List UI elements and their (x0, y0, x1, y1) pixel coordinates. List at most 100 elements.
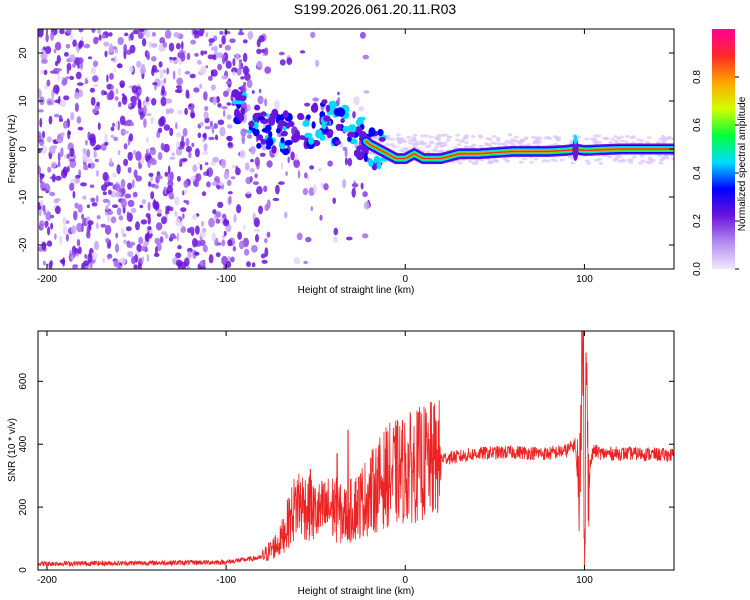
spectrogram-cell (113, 136, 119, 142)
spectrogram-cell (384, 143, 390, 146)
signal-cell (256, 142, 262, 149)
spectrogram-cell (487, 143, 492, 147)
spectrogram-cell (327, 160, 333, 167)
spectrogram-cell (112, 204, 119, 208)
spectrogram-cell (362, 233, 369, 239)
spectrogram-cell (412, 133, 418, 137)
spectrogram-cell (333, 227, 339, 236)
spectrogram-cell (217, 103, 222, 108)
spectrogram-cell (86, 148, 91, 158)
spectrogram-cell (142, 241, 149, 247)
spectrogram-cell (102, 171, 109, 182)
spectrogram-cell (73, 210, 78, 221)
spectrogram-cell (597, 140, 603, 144)
spectrogram-cell (175, 217, 181, 227)
spectrogram-cell (507, 141, 513, 145)
spectrogram-cell (167, 165, 171, 176)
spectrogram-cell (347, 157, 353, 167)
spectrogram-cell (443, 133, 448, 137)
spectrogram-cell (504, 139, 510, 143)
spectrogram-cell (86, 231, 91, 239)
bottom-y-axis-label: SNR (10 * v/v) (7, 418, 18, 482)
spectrogram-cell (107, 215, 111, 223)
colorbar: 0.0 0.2 0.4 0.6 0.8 Normalized spectral ampl… (692, 29, 748, 276)
spectrogram-cell (226, 179, 232, 186)
signal-cell (355, 151, 365, 161)
spectrogram-cell (161, 216, 167, 225)
spectrogram-cell (174, 213, 179, 218)
spectrogram-cell (260, 253, 266, 259)
spectrogram-cell (43, 69, 48, 76)
spectrogram-cell (44, 222, 48, 229)
spectrogram-cell (151, 98, 157, 106)
spectrogram-cell (295, 153, 298, 161)
spectrogram-cell (76, 239, 81, 247)
bottom-x-tick-label: 100 (576, 575, 593, 586)
spectrogram-cell (470, 135, 476, 138)
spectrogram-cell (58, 115, 63, 120)
spectrogram-cell (201, 191, 207, 197)
spectrogram-cell (205, 31, 209, 38)
spectrogram-cell (131, 85, 138, 94)
spectrogram-cell (243, 225, 246, 230)
spectrogram-cell (200, 220, 205, 227)
spectrogram-cell (647, 158, 653, 161)
spectrogram-cell (293, 257, 301, 265)
spectrogram-cell (171, 152, 175, 156)
signal-cell (280, 130, 288, 137)
spectrogram-cell (224, 44, 232, 51)
spectrogram-cell (65, 220, 70, 224)
spectrogram-cell (58, 160, 61, 168)
spectrogram-cell (40, 145, 48, 154)
colorbar-tick-label: 0.0 (692, 262, 703, 276)
spectrogram-cell (89, 261, 93, 269)
spectrogram-cell (128, 103, 132, 108)
spectrogram-cell (137, 32, 144, 39)
spectrogram-cell (110, 216, 117, 224)
spectrogram-cell (67, 165, 70, 173)
spectrogram-cell (570, 161, 576, 165)
spectrogram-cell (639, 139, 645, 143)
spectrogram-cell (108, 182, 114, 186)
spectrogram-cell (667, 136, 673, 140)
spectrogram-cell (374, 137, 380, 141)
spectrogram-cell (55, 175, 62, 181)
spectrogram-cell (436, 150, 442, 154)
spectrogram-cell (177, 146, 185, 150)
signal-cell (340, 118, 345, 124)
spectrogram-cell (61, 168, 68, 179)
spectrogram-cell (164, 29, 172, 39)
spectrogram-cell (50, 31, 54, 41)
spectrogram-cell (53, 84, 60, 94)
top-x-axis-label: Height of straight line (km) (298, 285, 415, 296)
spectrogram-cell (120, 257, 127, 265)
spectrogram-cell (152, 200, 158, 209)
spectrogram-cell (390, 137, 395, 141)
spectrogram-cell (169, 56, 173, 60)
spectrogram-cell (363, 90, 370, 94)
spectrogram-cell (251, 245, 258, 253)
spectrogram-cell (264, 66, 272, 74)
spectrogram-cell (65, 76, 70, 80)
spectrogram-cell (157, 152, 163, 161)
spectrogram-cell (203, 91, 208, 101)
spectrogram-cell (196, 59, 202, 65)
spectrogram-cell (150, 117, 155, 123)
signal-cell (334, 140, 342, 145)
spectrogram-cell (163, 78, 167, 84)
spectrogram-cell (244, 162, 250, 171)
spectrogram-cell (56, 54, 61, 64)
signal-cell (321, 99, 328, 105)
spectrogram-cell (285, 171, 288, 176)
spectrogram-cell (128, 65, 134, 73)
spectrogram-cell (83, 164, 89, 171)
spectrogram-cell (226, 136, 232, 141)
spectrogram-cell (631, 135, 637, 139)
spectrogram-cell (537, 140, 542, 144)
spectrogram-cell (103, 41, 110, 47)
spectrogram-cell (74, 91, 80, 100)
spectrogram-cell (223, 90, 229, 98)
spectrogram-cell (210, 69, 214, 77)
spectrogram-cell (89, 184, 95, 188)
signal-cell (302, 120, 310, 127)
